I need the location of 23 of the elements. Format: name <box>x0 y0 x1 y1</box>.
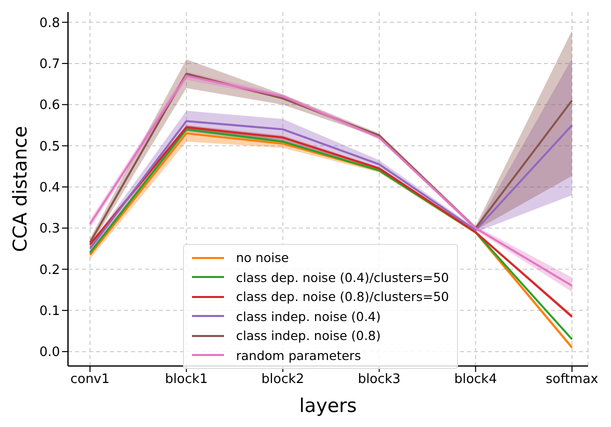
legend-label: no noise <box>236 250 289 266</box>
y-tick-label: 0.3 <box>39 222 60 237</box>
y-tick-label: 0.6 <box>39 98 60 114</box>
x-tick-label: block2 <box>261 372 304 388</box>
legend-label: class dep. noise (0.4)/clusters=50 <box>236 270 449 285</box>
x-tick-label: softmax <box>546 372 599 388</box>
y-tick-label: 0.5 <box>39 139 60 154</box>
x-tick-label: block3 <box>358 372 401 388</box>
legend-label: class indep. noise (0.4) <box>236 308 381 324</box>
y-tick-label: 0.7 <box>39 57 60 72</box>
legend-label: random parameters <box>236 348 361 363</box>
legend-label: class indep. noise (0.8) <box>236 328 381 344</box>
y-tick-label: 0.4 <box>39 180 60 196</box>
y-tick-label: 0.2 <box>39 262 60 278</box>
x-tick-label: block1 <box>165 372 208 388</box>
legend-label: class dep. noise (0.8)/clusters=50 <box>236 289 449 304</box>
x-tick-label: conv1 <box>70 372 110 388</box>
y-tick-label: 0.1 <box>39 304 60 320</box>
y-tick-label: 0.0 <box>39 345 60 360</box>
y-axis-title: CCA distance <box>10 126 32 252</box>
y-tick-label: 0.8 <box>39 16 60 31</box>
x-axis-title: layers <box>299 395 357 417</box>
x-tick-label: block4 <box>454 372 497 388</box>
